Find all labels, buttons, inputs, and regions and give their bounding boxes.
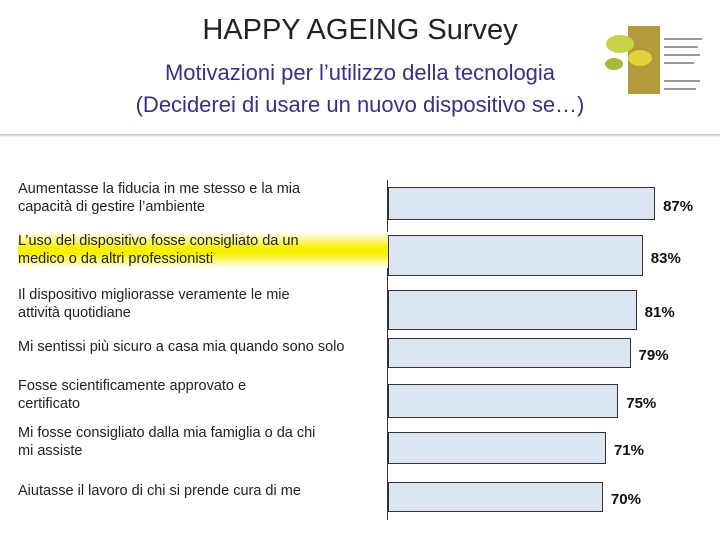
value-label: 81% [644, 304, 675, 321]
axis-line [387, 180, 388, 520]
value-label: 70% [610, 491, 641, 508]
category-label: Il dispositivo migliorasse veramente le … [18, 287, 290, 321]
value-label: 75% [626, 395, 657, 412]
bar [388, 187, 656, 220]
logo-leaf [605, 58, 623, 70]
logo-text-line [664, 38, 702, 40]
bar [388, 482, 603, 512]
value-label: 79% [638, 347, 669, 364]
category-label: Mi sentissi più sicuro a casa mia quando… [18, 339, 345, 355]
value-label: 71% [613, 442, 644, 459]
category-label: Fosse scientificamente approvato e certi… [18, 378, 247, 412]
category-label: L’uso del dispositivo fosse consigliato … [18, 231, 390, 268]
category-label: Aumentasse la fiducia in me stesso e la … [18, 180, 301, 215]
logo [605, 26, 702, 94]
subtitle: Motivazioni per l’utilizzo della tecnolo… [164, 60, 556, 85]
category-label: Mi fosse consigliato dalla mia famiglia … [18, 425, 316, 459]
logo-text-line [664, 80, 700, 82]
bar [388, 384, 619, 418]
logo-text-line [664, 88, 696, 90]
chart-title: HAPPY AGEING Survey [202, 14, 518, 46]
value-label: 87% [663, 197, 694, 215]
logo-text-line [664, 62, 694, 64]
bar [388, 432, 606, 464]
logo-text-line [664, 46, 698, 48]
logo-leaf [606, 35, 634, 53]
subtitle: (Deciderei di usare un nuovo dispositivo… [135, 92, 585, 117]
bar [388, 338, 631, 368]
logo-leaf [628, 50, 652, 66]
bar [388, 290, 637, 330]
value-label: 83% [650, 249, 681, 267]
bar [388, 235, 643, 276]
logo-text-line [664, 54, 700, 56]
header-divider [0, 134, 720, 137]
category-label: Aiutasse il lavoro di chi si prende cura… [18, 483, 301, 499]
